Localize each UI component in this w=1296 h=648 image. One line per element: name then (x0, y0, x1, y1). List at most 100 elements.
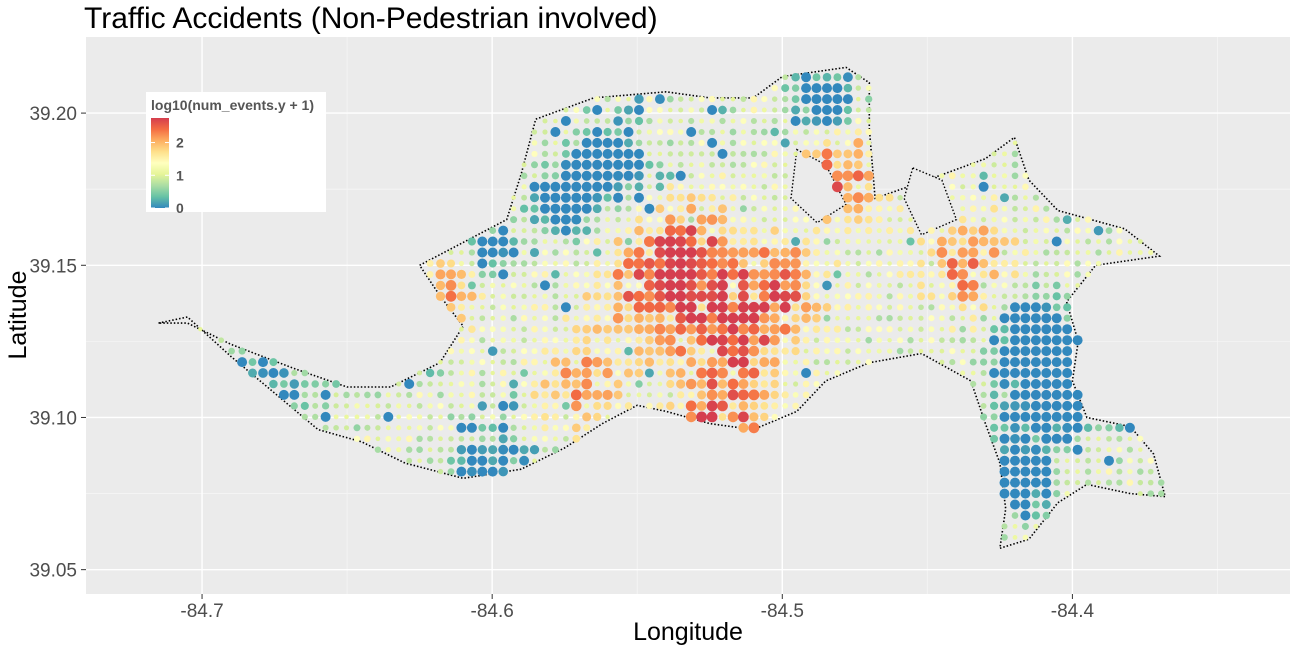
event-point (761, 150, 768, 157)
event-point (1031, 511, 1040, 520)
event-point (1127, 468, 1133, 475)
event-point (667, 162, 673, 168)
event-point (865, 271, 872, 278)
event-point (583, 271, 590, 278)
event-point (644, 269, 655, 280)
event-point (615, 227, 621, 234)
event-point (448, 436, 454, 442)
event-point (416, 403, 423, 409)
event-point (562, 260, 570, 267)
event-point (511, 271, 517, 277)
event-point (896, 205, 904, 213)
event-point (949, 304, 956, 311)
event-point (552, 282, 559, 289)
event-point (582, 336, 591, 345)
event-point (563, 272, 569, 277)
event-point (866, 315, 872, 321)
event-point (634, 171, 644, 181)
event-point (447, 413, 455, 421)
event-point (604, 315, 611, 322)
event-point (685, 269, 697, 280)
event-point (1010, 357, 1020, 368)
event-point (770, 226, 779, 235)
event-point (790, 247, 801, 258)
event-point (708, 193, 716, 202)
event-point (1095, 469, 1102, 475)
event-point (604, 227, 611, 234)
event-point (1010, 368, 1020, 378)
event-point (717, 389, 728, 400)
event-point (634, 313, 644, 324)
event-point (593, 248, 602, 257)
event-point (760, 128, 768, 136)
event-point (521, 249, 527, 256)
event-point (1030, 477, 1041, 488)
event-point (646, 392, 652, 398)
event-point (760, 347, 769, 356)
event-point (751, 206, 757, 212)
event-point (717, 312, 728, 324)
event-point (396, 414, 402, 420)
event-point (427, 414, 433, 420)
event-point (717, 367, 728, 379)
event-point (1002, 184, 1007, 190)
event-point (541, 172, 549, 180)
event-point (593, 412, 602, 422)
event-point (675, 170, 686, 181)
event-point (678, 118, 683, 124)
event-point (311, 380, 319, 388)
event-point (781, 106, 789, 114)
event-point (520, 260, 528, 267)
event-point (654, 94, 665, 105)
event-point (1085, 238, 1092, 245)
event-point (842, 170, 854, 182)
event-point (613, 182, 623, 192)
event-point (1000, 237, 1009, 246)
event-point (845, 337, 851, 343)
event-point (738, 345, 749, 357)
event-point (751, 140, 757, 146)
event-point (1041, 357, 1052, 368)
event-point (375, 436, 381, 442)
event-point (1011, 259, 1019, 268)
event-point (865, 128, 872, 136)
event-point (635, 237, 643, 246)
event-point (801, 72, 812, 83)
event-point (416, 380, 423, 388)
event-point (560, 225, 571, 236)
event-point (748, 367, 760, 379)
event-point (1064, 260, 1071, 267)
event-point (793, 151, 798, 157)
event-point (467, 466, 477, 477)
event-point (918, 250, 924, 255)
event-point (738, 247, 749, 258)
event-point (936, 236, 947, 247)
event-point (320, 389, 331, 400)
event-point (562, 249, 570, 256)
event-point (654, 247, 666, 258)
event-point (666, 379, 675, 389)
event-point (865, 359, 872, 366)
event-point (1010, 237, 1020, 246)
event-point (685, 400, 697, 412)
event-point (907, 249, 914, 256)
event-point (699, 206, 705, 212)
event-point (490, 359, 495, 365)
event-point (456, 445, 467, 455)
event-point (791, 314, 800, 323)
event-point (696, 367, 707, 379)
event-point (468, 413, 476, 421)
event-point (654, 323, 666, 335)
event-point (949, 195, 955, 201)
event-point (1022, 172, 1029, 179)
event-point (540, 181, 550, 192)
event-point (801, 83, 812, 94)
x-tick-label: -84.5 (761, 601, 804, 622)
event-point (508, 444, 519, 455)
event-point (665, 368, 675, 378)
y-tick-label: 39.15 (29, 256, 77, 277)
event-point (593, 369, 602, 377)
event-point (1137, 491, 1143, 497)
event-point (623, 290, 634, 302)
event-point (458, 413, 465, 420)
